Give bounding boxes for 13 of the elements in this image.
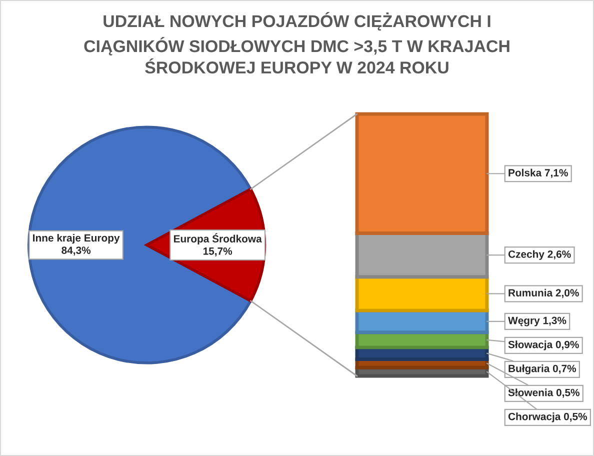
data-label: 15,7% bbox=[203, 247, 232, 256]
slice-label: Europa Środkowa bbox=[174, 233, 262, 245]
chart-title: UDZIAŁ NOWYCH POJAZDÓW CIĘŻAROWYCH I CIĄGNIKÓW SIODŁOWYCH DMC >3,5 T W KRAJACH ŚRODKOWEJ EUROPY W 2024 ROKU bbox=[84, 12, 510, 74]
data-label: Węgry 1,3% bbox=[508, 316, 566, 326]
data-label: 84,3% bbox=[62, 246, 91, 256]
data-label: Słowacja 0,9% bbox=[508, 340, 579, 350]
data-label: Rumunia 2,0% bbox=[508, 288, 579, 298]
data-label: Czechy 2,6% bbox=[508, 250, 571, 260]
data-label: Polska 7,1% bbox=[508, 168, 568, 178]
data-label: Bułgaria 0,7% bbox=[508, 364, 576, 374]
data-label: Chorwacja 0,5% bbox=[508, 412, 588, 422]
slice-label: Inne kraje Europy bbox=[33, 234, 120, 244]
data-label: Słowenia 0,5% bbox=[508, 388, 580, 398]
